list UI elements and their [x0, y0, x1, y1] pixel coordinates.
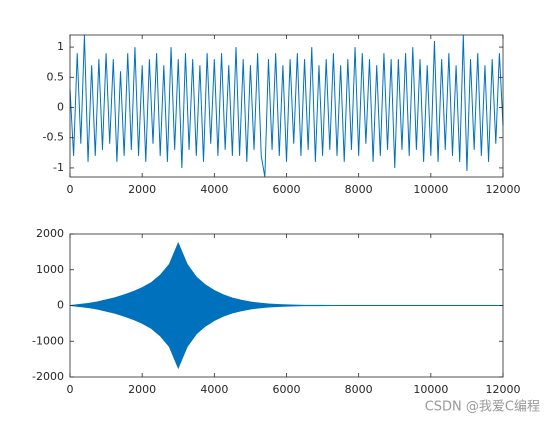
x-tick-label: 6000 [273, 183, 301, 196]
signal-line [69, 34, 504, 178]
x-tick-label: 8000 [345, 383, 373, 396]
x-tick-label: 8000 [345, 183, 373, 196]
x-tick-label: 2000 [128, 383, 156, 396]
watermark: CSDN @我爱C编程 [425, 400, 540, 415]
envelope-area [69, 305, 504, 370]
x-tick-label: 10000 [413, 383, 448, 396]
x-tick-label: 4000 [200, 383, 228, 396]
y-tick-label: 2000 [36, 227, 64, 240]
y-tick-label: 0.5 [47, 70, 65, 83]
y-tick-label: 0 [57, 101, 64, 114]
y-tick-label: 1 [57, 40, 64, 53]
x-tick-label: 12000 [486, 183, 521, 196]
x-tick-label: 0 [67, 383, 74, 396]
y-tick-label: 1000 [36, 263, 64, 276]
y-tick-label: -2000 [32, 370, 64, 383]
x-tick-label: 2000 [128, 183, 156, 196]
y-tick-label: -1000 [32, 334, 64, 347]
x-tick-label: 10000 [413, 183, 448, 196]
y-tick-label: -1 [53, 161, 64, 174]
x-tick-label: 6000 [273, 383, 301, 396]
x-tick-label: 0 [67, 183, 74, 196]
x-tick-label: 4000 [200, 183, 228, 196]
y-tick-label: 0 [57, 299, 64, 312]
x-tick-label: 12000 [486, 383, 521, 396]
y-tick-label: -0.5 [43, 131, 64, 144]
